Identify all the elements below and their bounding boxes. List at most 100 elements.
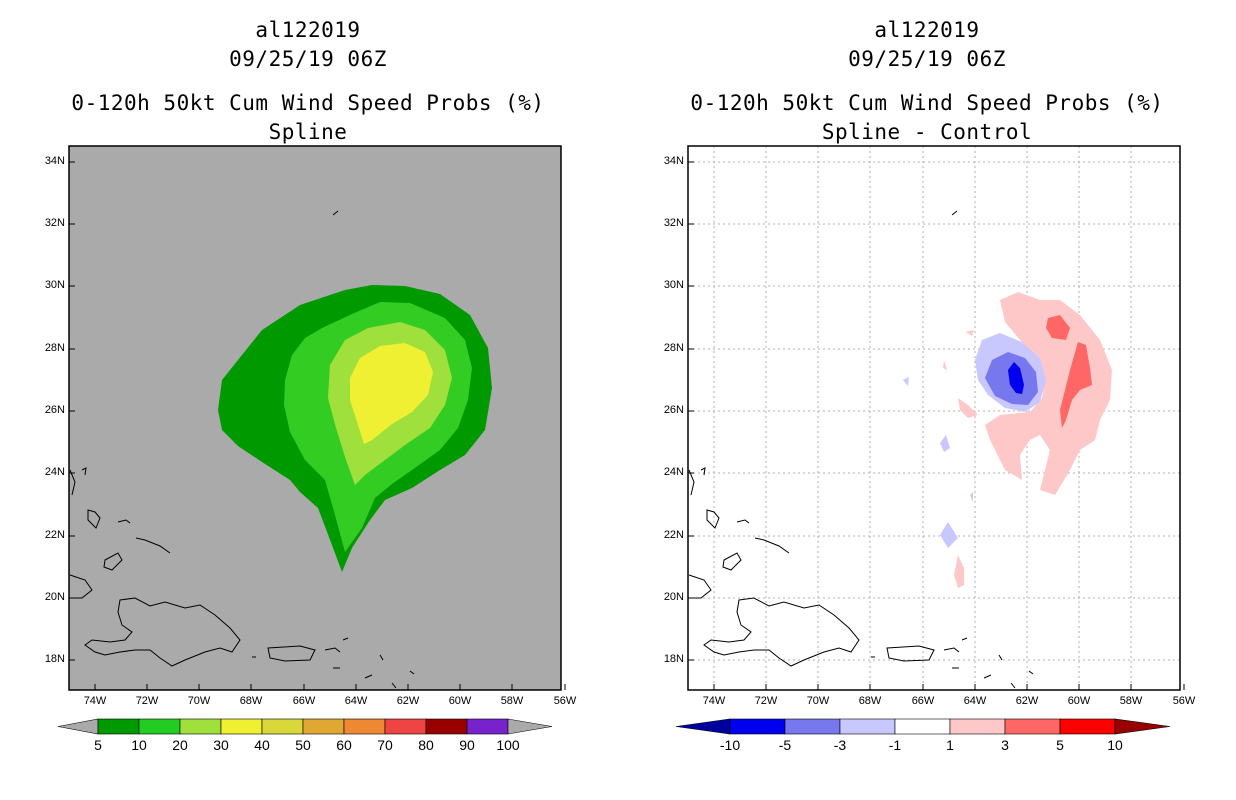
- right-lon-label: 58W: [1119, 695, 1143, 707]
- left-colorbar-label: 50: [295, 737, 311, 753]
- right-colorbar-label: -10: [719, 737, 741, 753]
- left-colorbar-label: 40: [254, 737, 270, 753]
- right-lon-label: 56W: [1172, 695, 1196, 707]
- right-colorbar-swatch: [784, 718, 841, 735]
- right-lat-label: 26N: [663, 404, 684, 416]
- left-colorbar-swatch: [97, 718, 140, 735]
- left-lat-label: 26N: [44, 404, 65, 416]
- left-colorbar-swatch: [261, 718, 304, 735]
- right-colorbar-label: -1: [888, 737, 902, 753]
- left-colorbar-swatch: [138, 718, 181, 735]
- right-lon-label: 62W: [1015, 695, 1039, 707]
- right-diff-pos1-small-region: [966, 330, 974, 336]
- left-colorbar-swatch: [466, 718, 509, 735]
- left-title-block: al122019 09/25/19 06Z 0-120h 50kt Cum Wi…: [58, 16, 558, 147]
- left-lon-label: 56W: [553, 695, 577, 707]
- right-map-background: [688, 146, 1180, 690]
- right-diff-neg5-region: [1008, 362, 1024, 394]
- left-lat-label: 20N: [44, 591, 65, 603]
- right-coastlines: [688, 210, 1034, 689]
- left-colorbar-label: 60: [336, 737, 352, 753]
- right-lon-label: 74W: [702, 695, 726, 707]
- right-colorbar-swatch: [894, 718, 951, 735]
- right-colorbar-swatch: [1059, 718, 1116, 735]
- right-lon-label: 64W: [963, 695, 987, 707]
- left-lon-label: 58W: [500, 695, 524, 707]
- right-diff-neg3-region: [985, 352, 1038, 405]
- left-lat-label: 28N: [44, 342, 65, 354]
- right-colorbar-label: -5: [778, 737, 792, 753]
- right-lat-label: 28N: [663, 342, 684, 354]
- left-colorbar-swatch: [343, 718, 386, 735]
- left-method: Spline: [268, 120, 348, 144]
- right-lat-label: 18N: [663, 653, 684, 665]
- right-lat-label: 34N: [663, 155, 684, 167]
- left-colorbar-swatch: [425, 718, 468, 735]
- left-map-background: [69, 146, 561, 690]
- left-lon-label: 62W: [396, 695, 420, 707]
- right-lon-label: 60W: [1067, 695, 1091, 707]
- left-lat-label: 24N: [44, 466, 65, 478]
- right-diff-pos1-tail-region: [954, 555, 964, 588]
- left-lat-label: 18N: [44, 653, 65, 665]
- right-title-block: al122019 09/25/19 06Z 0-120h 50kt Cum Wi…: [677, 16, 1177, 147]
- left-colorbar-label: 30: [213, 737, 229, 753]
- right-colorbar-label: -3: [833, 737, 847, 753]
- right-diff-pos1-west-region: [958, 398, 978, 418]
- left-map-frame: [68, 145, 562, 691]
- right-lon-label: 70W: [806, 695, 830, 707]
- right-product-title: 0-120h 50kt Cum Wind Speed Probs (%): [690, 91, 1164, 115]
- left-colorbar-label: 20: [172, 737, 188, 753]
- left-coastlines: [69, 210, 415, 689]
- right-colorbar-swatch: [839, 718, 896, 735]
- right-lat-label: 32N: [663, 217, 684, 229]
- left-prob-20-region: [328, 322, 452, 485]
- left-storm-id: al122019: [255, 18, 361, 42]
- left-colorbar-label: 90: [459, 737, 475, 753]
- right-colorbar-swatch: [949, 718, 1006, 735]
- left-lon-label: 68W: [239, 695, 263, 707]
- left-axis-ticks: [69, 161, 566, 690]
- right-lon-label: 68W: [858, 695, 882, 707]
- right-colorbar-label: 1: [946, 737, 954, 753]
- right-diff-neg1-small-b: [940, 435, 950, 452]
- left-colorbar-label: 80: [418, 737, 434, 753]
- left-colorbar-label: 70: [377, 737, 393, 753]
- right-axis-ticks: [688, 161, 1185, 690]
- right-lon-label: 66W: [911, 695, 935, 707]
- right-colorbar-low-arrow: [675, 718, 731, 735]
- left-date: 09/25/19 06Z: [229, 47, 387, 71]
- right-map-frame: [687, 145, 1181, 691]
- right-diff-neg1-small-a: [903, 377, 909, 386]
- right-colorbar-swatch: [1004, 718, 1061, 735]
- left-product-title: 0-120h 50kt Cum Wind Speed Probs (%): [71, 91, 545, 115]
- left-lon-label: 66W: [292, 695, 316, 707]
- left-lon-label: 60W: [448, 695, 472, 707]
- right-lat-label: 22N: [663, 529, 684, 541]
- left-lat-label: 34N: [44, 155, 65, 167]
- right-diff-neg1-small-c: [940, 522, 958, 548]
- left-colorbar-label: 100: [496, 737, 520, 753]
- right-diff-pos3-region-b: [1060, 342, 1092, 428]
- right-colorbar-label: 3: [1001, 737, 1009, 753]
- left-prob-30-region: [350, 343, 433, 444]
- right-date: 09/25/19 06Z: [848, 47, 1006, 71]
- right-colorbar-high-arrow: [1114, 718, 1171, 735]
- left-colorbar-high-arrow: [507, 718, 553, 735]
- right-lat-label: 20N: [663, 591, 684, 603]
- right-colorbar-swatch: [729, 718, 786, 735]
- right-lon-label: 72W: [754, 695, 778, 707]
- left-lon-label: 72W: [135, 695, 159, 707]
- left-lat-label: 32N: [44, 217, 65, 229]
- right-method: Spline - Control: [821, 120, 1033, 144]
- left-colorbar-label: 10: [131, 737, 147, 753]
- right-diff-pos3-region-a: [1046, 315, 1070, 340]
- right-colorbar-label: 5: [1056, 737, 1064, 753]
- left-prob-5-region: [218, 285, 492, 572]
- left-colorbar-swatch: [220, 718, 263, 735]
- left-prob-10-region: [284, 302, 472, 552]
- left-colorbar-swatch: [384, 718, 427, 735]
- left-lat-label: 22N: [44, 529, 65, 541]
- right-diff-neg1-region: [975, 333, 1046, 412]
- left-colorbar-swatch: [179, 718, 222, 735]
